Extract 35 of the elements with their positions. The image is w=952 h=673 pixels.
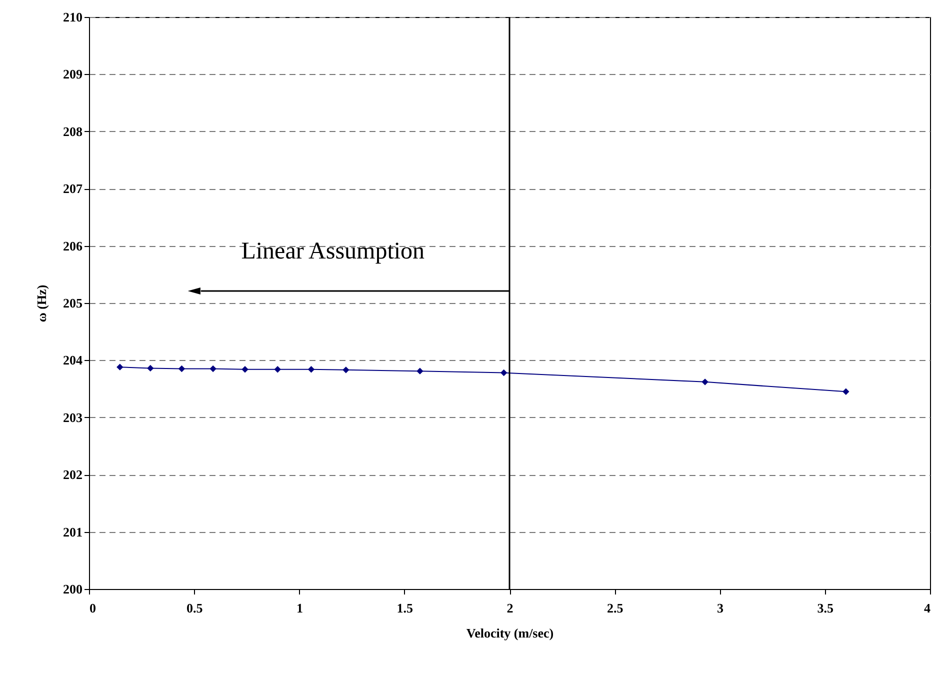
y-tick-label: 203	[63, 410, 83, 425]
y-tick-label: 210	[63, 10, 82, 24]
point	[116, 364, 124, 370]
x-tick-label: 3.5	[817, 600, 834, 616]
y-tick-label: 205	[63, 296, 83, 310]
y-axis-title: ω (Hz)	[34, 284, 49, 322]
x-tick-label: 1	[296, 600, 303, 616]
point	[274, 366, 281, 373]
x-tick-label: 4	[924, 600, 931, 616]
point	[342, 366, 350, 374]
y-tick-label: 204	[63, 352, 83, 368]
x-tick-label: 2	[506, 600, 514, 616]
y-tick-label: 202	[63, 467, 82, 482]
y-tick-label: 207	[63, 181, 83, 196]
point	[210, 365, 216, 372]
y-tick-label: 208	[63, 124, 83, 139]
y-tick-label: 201	[63, 524, 82, 540]
x-axis-title: Velocity (m/sec)	[466, 626, 554, 640]
x-tick-label: 3	[717, 600, 724, 616]
x-tick-label: 0	[90, 600, 96, 616]
point	[500, 369, 508, 376]
x-tick-label: 0.5	[186, 600, 204, 616]
point	[702, 378, 708, 386]
y-tick-label: 209	[63, 66, 83, 82]
point	[308, 366, 315, 373]
point	[842, 388, 850, 396]
y-tick-label: 206	[63, 238, 83, 254]
x-tick-label: 1.5	[396, 600, 414, 616]
x-tick-label: 2.5	[607, 600, 624, 616]
point	[242, 366, 248, 373]
y-tick-label: 200	[63, 582, 82, 596]
point	[416, 368, 424, 374]
point	[147, 364, 154, 372]
point	[178, 365, 186, 372]
annotation: Linear Assumption	[241, 238, 425, 265]
